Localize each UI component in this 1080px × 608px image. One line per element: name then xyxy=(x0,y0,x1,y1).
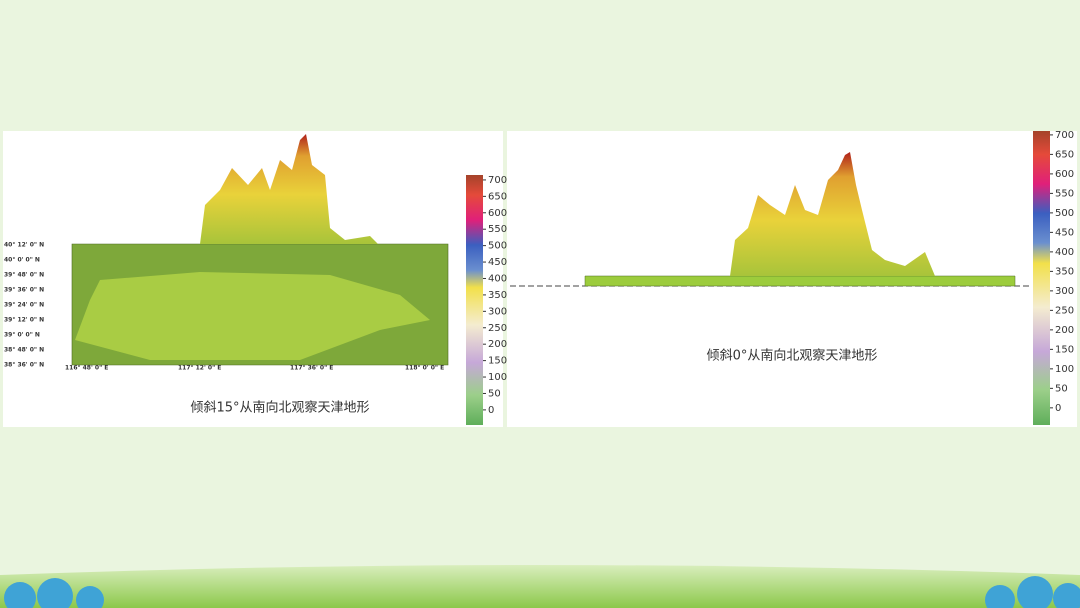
colorbar-tick-label: 700 xyxy=(488,175,507,186)
colorbar xyxy=(466,175,483,425)
colorbar-tick-label: 450 xyxy=(1055,227,1074,238)
bush-left xyxy=(4,578,104,608)
longitude-label: 116° 48' 0" E xyxy=(65,365,108,372)
colorbar-tick-label: 550 xyxy=(1055,188,1074,199)
colorbar-tick-label: 400 xyxy=(488,273,507,284)
colorbar-tick-label: 300 xyxy=(1055,286,1074,297)
caption: 倾斜0°从南向北观察天津地形 xyxy=(707,348,878,364)
latitude-label: 38° 36' 0" N xyxy=(4,362,44,369)
colorbar-tick-label: 600 xyxy=(488,208,507,219)
colorbar-tick-label: 450 xyxy=(488,257,507,268)
latitude-label: 39° 36' 0" N xyxy=(4,287,44,294)
colorbar-tick-label: 350 xyxy=(488,290,507,301)
colorbar-tick-label: 600 xyxy=(1055,169,1074,180)
colorbar-tick-label: 500 xyxy=(488,241,507,252)
colorbar-tick-label: 0 xyxy=(488,405,494,416)
longitude-label: 118° 0' 0" E xyxy=(405,365,444,372)
grass xyxy=(0,565,1080,608)
latitude-label: 39° 24' 0" N xyxy=(4,302,44,309)
colorbar-tick-label: 200 xyxy=(1055,325,1074,336)
colorbar-tick-label: 200 xyxy=(488,339,507,350)
latitude-label: 40° 0' 0" N xyxy=(4,257,40,264)
terrain-left xyxy=(71,134,449,366)
colorbar-tick-label: 100 xyxy=(1055,364,1074,375)
colorbar-tick-label: 100 xyxy=(488,372,507,383)
colorbar-tick-label: 650 xyxy=(1055,149,1074,160)
colorbar-tick-label: 550 xyxy=(488,224,507,235)
colorbar-tick-label: 650 xyxy=(488,191,507,202)
colorbar xyxy=(1033,131,1050,425)
latitude-label: 39° 0' 0" N xyxy=(4,332,40,339)
colorbar-tick-label: 500 xyxy=(1055,208,1074,219)
latitude-label: 39° 12' 0" N xyxy=(4,317,44,324)
latitude-label: 40° 12' 0" N xyxy=(4,242,44,249)
colorbar-tick-label: 350 xyxy=(1055,266,1074,277)
longitude-label: 117° 36' 0" E xyxy=(290,365,333,372)
caption: 倾斜15°从南向北观察天津地形 xyxy=(190,400,369,416)
bush-right xyxy=(985,576,1080,608)
colorbar-tick-label: 300 xyxy=(488,306,507,317)
colorbar-tick-label: 50 xyxy=(488,388,501,399)
colorbar-tick-label: 250 xyxy=(488,323,507,334)
terrain-right xyxy=(510,152,1030,287)
colorbar-tick-label: 150 xyxy=(488,356,507,367)
colorbar-tick-label: 250 xyxy=(1055,305,1074,316)
colorbar-tick-label: 50 xyxy=(1055,383,1068,394)
colorbar-tick-label: 0 xyxy=(1055,403,1061,414)
colorbar-tick-label: 700 xyxy=(1055,130,1074,141)
colorbar-tick-label: 400 xyxy=(1055,247,1074,258)
latitude-label: 38° 48' 0" N xyxy=(4,347,44,354)
latitude-label: 39° 48' 0" N xyxy=(4,272,44,279)
colorbar-tick-label: 150 xyxy=(1055,344,1074,355)
longitude-label: 117° 12' 0" E xyxy=(178,365,221,372)
